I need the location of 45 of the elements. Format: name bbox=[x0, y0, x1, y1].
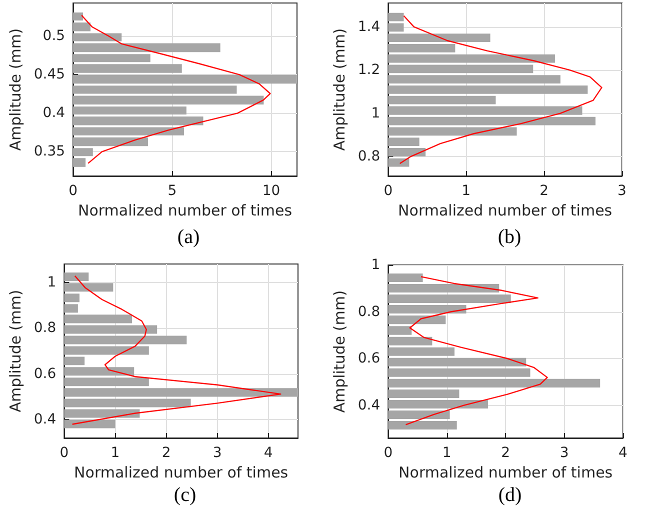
x-tick-label: 2 bbox=[501, 445, 510, 461]
x-axis-title: Normalized number of times bbox=[78, 201, 292, 220]
y-tick-label: 0.8 bbox=[358, 148, 380, 165]
y-tick-label: 0.4 bbox=[42, 105, 66, 122]
y-tick-label: 0.4 bbox=[358, 397, 380, 414]
y-tick-label: 1 bbox=[47, 274, 56, 290]
y-tick-label: 1 bbox=[371, 257, 380, 273]
x-tick-label: 4 bbox=[264, 445, 273, 461]
y-axis-title: Amplitude (mm) bbox=[6, 28, 24, 151]
x-tick-label: 0 bbox=[68, 183, 78, 199]
x-tick-label: 1 bbox=[110, 445, 120, 461]
y-tick-label: 0.8 bbox=[358, 304, 380, 320]
y-tick-label: 1 bbox=[371, 105, 380, 122]
x-tick-label: 3 bbox=[560, 445, 569, 461]
x-tick-label: 2 bbox=[540, 183, 549, 199]
text: (a) bbox=[177, 226, 200, 248]
text: (b) bbox=[498, 226, 522, 248]
y-tick-label: 0.45 bbox=[34, 66, 66, 83]
y-tick-label: 0.4 bbox=[34, 412, 56, 428]
y-axis-title: Amplitude (mm) bbox=[330, 28, 348, 151]
x-axis-title: Normalized number of times bbox=[74, 463, 288, 482]
y-axis-title: Amplitude (mm) bbox=[330, 290, 348, 413]
x-axis-title: Normalized number of times bbox=[398, 201, 612, 220]
text: (d) bbox=[498, 484, 522, 506]
x-tick-label: 4 bbox=[618, 445, 628, 461]
y-tick-label: 0.8 bbox=[34, 320, 56, 336]
text: (c) bbox=[174, 484, 196, 506]
y-tick-label: 0.35 bbox=[34, 144, 66, 160]
x-tick-label: 3 bbox=[212, 445, 222, 461]
x-tick-label: 5 bbox=[168, 183, 177, 199]
x-tick-label: 0 bbox=[60, 445, 69, 461]
x-tick-label: 1 bbox=[462, 183, 471, 199]
y-tick-label: 1.4 bbox=[358, 18, 380, 35]
y-tick-label: 0.5 bbox=[42, 28, 66, 44]
y-tick-label: 1.2 bbox=[358, 62, 380, 78]
x-tick-label: 10 bbox=[262, 183, 280, 199]
x-axis-title: Normalized number of times bbox=[398, 463, 613, 482]
x-tick-label: 3 bbox=[618, 183, 626, 199]
y-tick-label: 0.6 bbox=[358, 350, 380, 367]
x-tick-label: 0 bbox=[384, 445, 393, 461]
x-tick-label: 2 bbox=[162, 445, 171, 461]
y-axis-title: Amplitude (mm) bbox=[6, 290, 24, 412]
x-tick-label: 1 bbox=[442, 445, 452, 461]
x-tick-label: 0 bbox=[384, 183, 393, 199]
y-tick-label: 0.6 bbox=[34, 366, 56, 382]
